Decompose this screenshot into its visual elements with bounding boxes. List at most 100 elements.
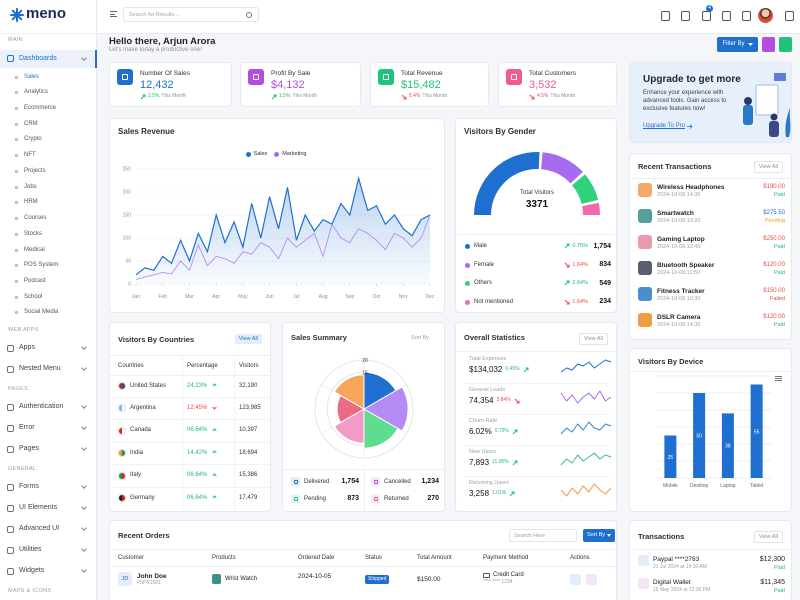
view-all-button[interactable]: View All [234,334,262,345]
stat-icon-glyph [383,74,389,80]
legend-label: Not mentioned [474,298,514,305]
header-icon[interactable] [702,11,711,21]
menu-item[interactable]: Error [19,424,35,432]
stat-value: 74,354 [469,396,494,405]
action-button[interactable] [762,37,775,52]
menu-item[interactable]: Utilities [19,546,42,554]
transaction-status: Paid [773,270,785,276]
menu-item[interactable]: Apps [19,344,35,352]
submenu-item[interactable]: Stocks [24,230,43,237]
submenu-item[interactable]: Social Media [24,309,59,316]
sparkline-path [560,359,612,373]
change-value: 2.64% [572,280,588,286]
bar-chart: 25 Mobile 50 Desktop 38 Laptop 55 Tablet [656,375,771,489]
brand-name: meno [26,5,67,22]
chart-menu-line [775,376,782,377]
sparkline-path [560,483,612,497]
submenu-item[interactable]: Crypto [24,136,42,143]
menu-item[interactable]: UI Elements [19,504,58,512]
submenu-item[interactable]: Analytics [24,89,49,96]
search-box[interactable]: Search for Results... [123,7,259,22]
search-box[interactable]: Search Here [509,529,577,542]
column-header: Percentage [187,363,218,369]
menu-item[interactable]: Nested Menu [19,365,61,373]
submenu-item[interactable]: Ecommerce [24,104,57,111]
transaction-status: Failed [770,296,785,302]
stat-row: 7,893 11.05% [469,458,518,467]
x-tick-label: Sep [345,294,354,300]
submenu-item[interactable]: CRM [24,120,38,127]
y-tick-label: 50 [125,259,131,265]
view-all-button[interactable]: View All [578,333,608,346]
header-icon[interactable] [681,11,690,21]
submenu-item[interactable]: Jobs [24,183,37,190]
menu-item[interactable]: Advanced UI [19,525,60,533]
submenu-bullet [15,248,18,252]
change-value: 1.64% [572,298,588,305]
stat-row: $134,032 0.45% [469,365,529,374]
stat-value: 3,258 [469,489,490,498]
stat-change: 3.84% [496,396,511,403]
action-edit[interactable] [586,574,597,585]
action-button[interactable] [779,37,792,52]
menu-item[interactable]: Pages [19,445,39,453]
menu-item[interactable]: Dashboards [19,54,57,62]
header-icon[interactable] [661,11,670,21]
submenu-item[interactable]: Courses [24,215,47,222]
filter-button[interactable]: Filter By [717,37,758,52]
stat-card: Profit By Sale $4,132 1.5% This Month [240,62,361,107]
x-tick-label: Aug [319,294,328,300]
sparkline [560,421,612,435]
donut-segment [541,152,583,184]
radial-tick-label: 15 [362,370,368,376]
x-tick-label: Nov [399,294,408,300]
line-chart: 0 50 100 150 200 250 Jan Feb Mar Apr May Jun Jul Aug S… [123,167,435,301]
transaction-amount: $250.00 [763,236,785,242]
stat-card: Number Of Sales 12,432 2.5% This Month [109,62,232,107]
sort-button[interactable]: Sort By [411,335,429,341]
header-icon[interactable] [785,11,794,21]
y-tick-label: 200 [123,190,132,196]
avatar[interactable] [758,8,773,23]
submenu-bullet [15,154,18,158]
arrow [271,94,277,100]
upgrade-link[interactable]: Upgrade To Pro [643,123,693,130]
menu-item[interactable]: Widgets [19,567,45,575]
menu-item[interactable]: Forms [19,483,39,491]
view-all-button[interactable]: View All [753,531,783,544]
view-all-button[interactable]: View All [753,161,783,174]
status-badge[interactable]: Shipped [365,575,390,584]
sort-button[interactable]: Sort By [583,529,616,542]
legend-label: Delivered [304,478,330,485]
caret [747,43,753,46]
section-title: MAPS & ICONS [8,587,52,594]
legend-dot [465,262,470,268]
menu-icon [7,483,14,491]
stat-icon [506,69,522,85]
submenu-item[interactable]: HRM [24,199,38,206]
divider [110,549,616,550]
submenu-item[interactable]: Sales [24,73,40,80]
submenu-item[interactable]: Projects [24,167,46,174]
submenu-item[interactable]: NFT [24,152,36,159]
trend-up-icon [140,94,146,100]
submenu-item[interactable]: POS System [24,262,59,269]
menu-item[interactable]: Authentication [19,403,64,411]
polar-segment [333,374,365,410]
column-divider [234,355,235,511]
submenu-item[interactable]: School [24,293,43,300]
country-percent: 24.23% [187,382,208,389]
submenu-item[interactable]: Podcast [24,277,46,284]
arrow [512,429,518,434]
action-view[interactable] [570,574,581,585]
search-placeholder: Search for Results... [129,12,179,18]
sales-summary-card: Sales Summary Sort By 15 20 Delivered 1,754 Ca… [282,322,445,512]
card-title: Recent Orders [118,531,170,540]
submenu-item[interactable]: Medical [24,246,45,253]
header-icon[interactable] [722,11,731,21]
chevron [81,525,87,532]
y-tick-label: 0 [128,282,131,288]
header-icon[interactable] [742,11,751,21]
stat-card: Total Customers 3,532 4.5% This Month [498,62,617,107]
